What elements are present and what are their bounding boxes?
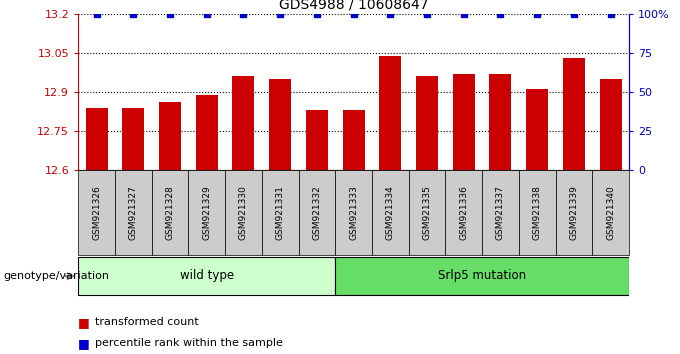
- Text: GSM921333: GSM921333: [349, 185, 358, 240]
- FancyBboxPatch shape: [225, 170, 262, 255]
- FancyBboxPatch shape: [335, 170, 372, 255]
- FancyBboxPatch shape: [78, 257, 335, 295]
- Text: GSM921329: GSM921329: [202, 185, 211, 240]
- Text: transformed count: transformed count: [95, 317, 199, 327]
- Text: ■: ■: [78, 316, 90, 329]
- FancyBboxPatch shape: [556, 170, 592, 255]
- FancyBboxPatch shape: [78, 170, 115, 255]
- Text: GSM921336: GSM921336: [459, 185, 469, 240]
- Text: GSM921335: GSM921335: [422, 185, 432, 240]
- Bar: [122, 108, 144, 170]
- Text: GSM921331: GSM921331: [275, 185, 285, 240]
- Bar: [490, 74, 511, 170]
- Bar: [196, 95, 218, 170]
- Text: ■: ■: [78, 337, 90, 350]
- Bar: [379, 56, 401, 170]
- FancyBboxPatch shape: [262, 170, 299, 255]
- Text: GSM921327: GSM921327: [129, 185, 138, 240]
- Text: GSM921328: GSM921328: [165, 185, 175, 240]
- Bar: [343, 110, 364, 170]
- Title: GDS4988 / 10608647: GDS4988 / 10608647: [279, 0, 428, 12]
- Bar: [600, 79, 622, 170]
- Bar: [159, 102, 181, 170]
- Bar: [233, 76, 254, 170]
- Bar: [306, 110, 328, 170]
- Text: GSM921339: GSM921339: [569, 185, 579, 240]
- FancyBboxPatch shape: [409, 170, 445, 255]
- Text: GSM921332: GSM921332: [312, 185, 322, 240]
- Bar: [453, 74, 475, 170]
- Text: Srlp5 mutation: Srlp5 mutation: [438, 269, 526, 282]
- Text: GSM921326: GSM921326: [92, 185, 101, 240]
- Bar: [526, 90, 548, 170]
- FancyBboxPatch shape: [482, 170, 519, 255]
- Bar: [269, 79, 291, 170]
- Text: GSM921334: GSM921334: [386, 185, 395, 240]
- Text: GSM921338: GSM921338: [532, 185, 542, 240]
- FancyBboxPatch shape: [299, 170, 335, 255]
- Text: genotype/variation: genotype/variation: [3, 271, 109, 281]
- Text: GSM921340: GSM921340: [606, 185, 615, 240]
- FancyBboxPatch shape: [152, 170, 188, 255]
- Text: wild type: wild type: [180, 269, 234, 282]
- FancyBboxPatch shape: [335, 257, 629, 295]
- FancyBboxPatch shape: [592, 170, 629, 255]
- FancyBboxPatch shape: [519, 170, 556, 255]
- Bar: [416, 76, 438, 170]
- Bar: [86, 108, 107, 170]
- FancyBboxPatch shape: [115, 170, 152, 255]
- Bar: [563, 58, 585, 170]
- Text: GSM921337: GSM921337: [496, 185, 505, 240]
- Text: percentile rank within the sample: percentile rank within the sample: [95, 338, 283, 348]
- FancyBboxPatch shape: [445, 170, 482, 255]
- FancyBboxPatch shape: [372, 170, 409, 255]
- Text: GSM921330: GSM921330: [239, 185, 248, 240]
- FancyBboxPatch shape: [188, 170, 225, 255]
